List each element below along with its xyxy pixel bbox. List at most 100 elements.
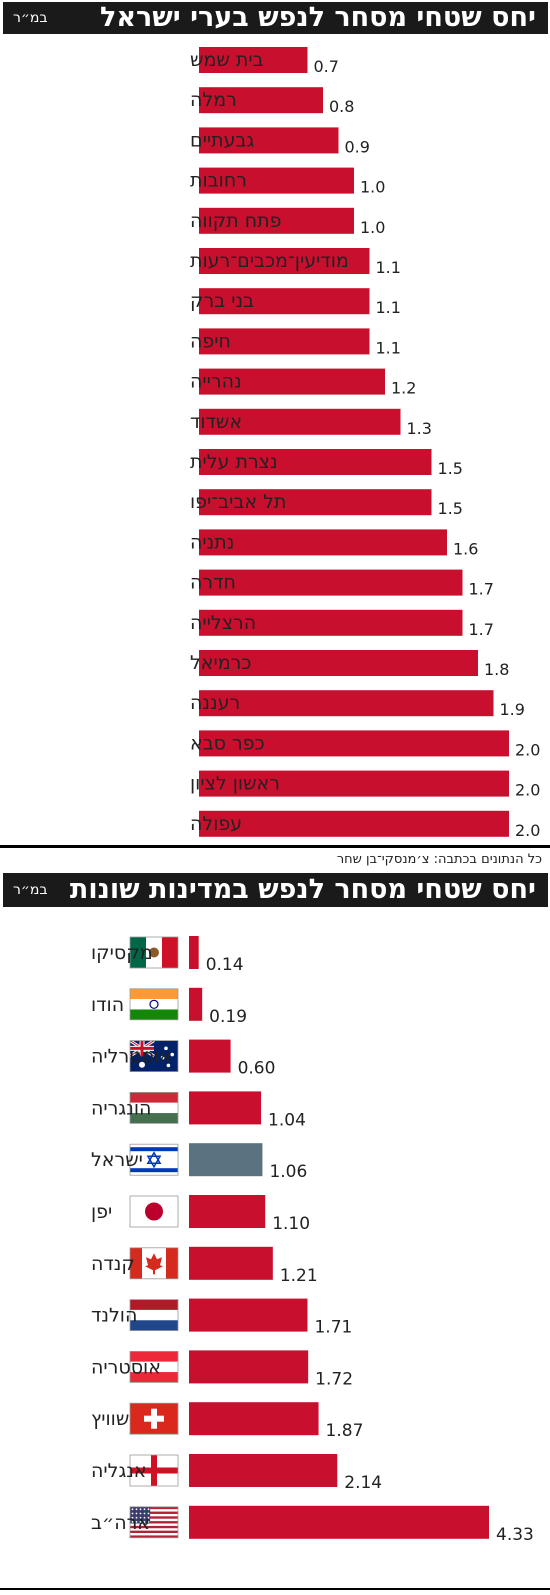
flag-part	[130, 999, 178, 1010]
flag-star	[143, 1521, 146, 1523]
flag-part	[130, 1247, 142, 1279]
city-bar	[199, 810, 509, 837]
city-row: 2.0 עפולה	[190, 810, 540, 840]
country-row: 0.14 מקסיקו	[91, 936, 244, 975]
country-value-label: 0.14	[206, 955, 244, 975]
flag-star	[170, 1052, 175, 1057]
countries-chart-title: יחס שטחי מסחר לנפש במדינות שונות	[69, 874, 536, 905]
city-name-label: נהרייה	[190, 371, 242, 393]
flag-border	[129, 1247, 179, 1280]
city-name-label: הרצלייה	[190, 612, 256, 634]
flag-part	[130, 1506, 178, 1510]
flag-part	[130, 1535, 178, 1538]
flag-part	[130, 1528, 178, 1531]
country-bar	[189, 1039, 231, 1073]
country-row: 0.19 הודו	[91, 987, 247, 1027]
city-value-label: 1.5	[438, 459, 463, 478]
flag-emblem	[145, 1253, 163, 1275]
country-row: 1.04 הונגריה	[91, 1091, 306, 1130]
australia-flag-icon	[129, 1039, 179, 1072]
city-bar	[199, 529, 447, 556]
city-row: 1.0 פתח תקווה	[190, 207, 385, 237]
flag-part	[130, 1513, 178, 1517]
city-name-label: גבעתיים	[190, 129, 254, 151]
bottom-rule	[0, 1588, 550, 1590]
country-value-label: 4.33	[496, 1525, 534, 1545]
canada-flag-icon	[129, 1247, 179, 1280]
country-value-label: 1.21	[280, 1266, 318, 1286]
country-value-label: 1.06	[269, 1162, 307, 1182]
city-row: 1.6 נתניה	[190, 529, 478, 558]
city-row: 0.8 רמלה	[190, 87, 354, 116]
country-bar	[189, 1195, 266, 1228]
flag-part	[130, 1530, 178, 1534]
flag-star	[135, 1521, 138, 1523]
city-bar	[199, 650, 478, 676]
city-value-label: 1.1	[376, 258, 401, 277]
city-name-label: רמלה	[190, 89, 237, 111]
city-value-label: 1.3	[407, 419, 432, 438]
country-row: 1.06 ישראל	[91, 1143, 307, 1182]
city-bar	[199, 47, 308, 73]
city-row: 0.9 גבעתיים	[190, 127, 370, 156]
city-name-label: נצרת עלית	[190, 451, 278, 473]
country-bar	[189, 1402, 319, 1436]
city-value-label: 1.9	[500, 700, 525, 719]
country-row: 1.72 אוסטריה	[91, 1350, 353, 1389]
country-name-label: הונגריה	[91, 1097, 151, 1119]
city-bar	[199, 328, 370, 355]
city-bar	[199, 248, 370, 274]
flag-part	[130, 1092, 178, 1103]
flag-part	[130, 988, 178, 1000]
flag-part	[130, 1009, 178, 1020]
city-bar	[199, 489, 432, 516]
flag-emblem	[149, 999, 159, 1009]
city-bar	[199, 288, 370, 315]
country-row: 1.21 קנדה	[91, 1246, 318, 1286]
flag-border	[129, 1299, 179, 1331]
city-value-label: 1.2	[391, 379, 416, 398]
flag-part	[130, 937, 146, 968]
flag-star	[147, 1521, 150, 1523]
switzerland-flag-icon	[129, 1402, 179, 1435]
mexico-flag-icon	[129, 936, 179, 969]
flag-part	[130, 1521, 178, 1524]
city-bar	[199, 207, 354, 234]
city-row: 1.3 אשדוד	[190, 408, 432, 438]
city-row: 1.5 נצרת עלית	[190, 449, 463, 478]
flag-part	[130, 1516, 178, 1519]
city-value-label: 1.7	[469, 580, 494, 599]
flag-part	[162, 937, 178, 968]
flag-border	[129, 1454, 179, 1487]
flag-part	[130, 1523, 178, 1527]
flag-part	[130, 1372, 178, 1383]
japan-flag-icon	[129, 1195, 179, 1228]
city-name-label: חדרה	[190, 572, 236, 594]
section-divider	[0, 845, 550, 848]
flag-part	[130, 1511, 178, 1515]
flag-star	[139, 1512, 142, 1515]
flag-star	[131, 1521, 134, 1523]
india-flag-icon	[129, 988, 179, 1021]
country-row: 1.87 שוויץ	[91, 1402, 363, 1441]
city-name-label: מודיעין־מכבים־רעות	[190, 250, 349, 272]
city-name-label: כרמיאל	[190, 652, 251, 674]
flag-emblem	[144, 1415, 164, 1422]
flag-star	[135, 1512, 138, 1515]
country-row: 4.33 ארה״ב	[91, 1505, 534, 1545]
city-bar	[199, 167, 354, 194]
flag-part	[130, 1533, 178, 1536]
flag-star	[135, 1516, 138, 1519]
flag-border	[129, 1351, 179, 1383]
cities-unit-label: במ״ר	[13, 10, 48, 26]
countries-unit-label: במ״ר	[13, 882, 48, 898]
city-name-label: רעננה	[190, 692, 240, 714]
city-name-label: עפולה	[190, 813, 242, 835]
flag-star	[131, 1512, 134, 1515]
cities-chart: 0.7 בית שמש 0.8 רמלה 0.9 גבעתיים 1.0 רחובות 1.0 פ…	[190, 47, 540, 840]
flag-border	[129, 1143, 179, 1176]
country-value-label: 0.60	[238, 1059, 276, 1079]
city-name-label: בית שמש	[190, 49, 264, 71]
israel-flag-icon	[129, 1143, 179, 1176]
city-value-label: 0.9	[345, 137, 370, 156]
